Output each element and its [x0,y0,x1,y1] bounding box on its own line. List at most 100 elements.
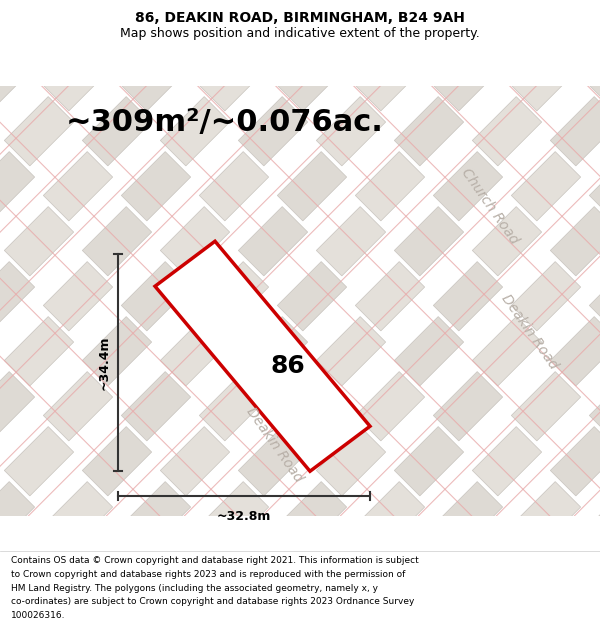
Polygon shape [0,152,35,221]
Polygon shape [355,42,425,111]
Text: 86, DEAKIN ROAD, BIRMINGHAM, B24 9AH: 86, DEAKIN ROAD, BIRMINGHAM, B24 9AH [135,11,465,25]
Polygon shape [511,482,581,551]
Polygon shape [160,537,230,606]
Polygon shape [199,262,269,331]
Polygon shape [433,262,503,331]
Polygon shape [433,152,503,221]
Polygon shape [121,262,191,331]
Polygon shape [238,427,308,496]
Polygon shape [199,152,269,221]
Polygon shape [82,207,152,276]
Polygon shape [238,207,308,276]
Polygon shape [43,152,113,221]
Polygon shape [0,482,35,551]
Polygon shape [160,427,230,496]
Text: 86: 86 [270,354,305,378]
Polygon shape [199,42,269,111]
Polygon shape [433,592,503,625]
Polygon shape [199,372,269,441]
Polygon shape [4,537,74,606]
Polygon shape [589,372,600,441]
Polygon shape [316,317,386,386]
Polygon shape [4,97,74,166]
Polygon shape [82,317,152,386]
Polygon shape [277,372,347,441]
Polygon shape [43,42,113,111]
Polygon shape [0,42,35,111]
Polygon shape [394,317,464,386]
Polygon shape [316,537,386,606]
Text: ~34.4m: ~34.4m [97,336,110,390]
Polygon shape [199,592,269,625]
Polygon shape [4,427,74,496]
Polygon shape [0,592,35,625]
Polygon shape [199,482,269,551]
Polygon shape [550,97,600,166]
Polygon shape [4,207,74,276]
Polygon shape [355,262,425,331]
Polygon shape [160,97,230,166]
Polygon shape [589,592,600,625]
Text: HM Land Registry. The polygons (including the associated geometry, namely x, y: HM Land Registry. The polygons (includin… [11,584,378,592]
Polygon shape [550,537,600,606]
Polygon shape [121,152,191,221]
Polygon shape [82,0,152,56]
Polygon shape [121,482,191,551]
Polygon shape [316,97,386,166]
Polygon shape [355,152,425,221]
Text: Contains OS data © Crown copyright and database right 2021. This information is : Contains OS data © Crown copyright and d… [11,556,419,566]
Text: co-ordinates) are subject to Crown copyright and database rights 2023 Ordnance S: co-ordinates) are subject to Crown copyr… [11,598,414,606]
Text: ~32.8m: ~32.8m [217,510,271,523]
Polygon shape [589,482,600,551]
Polygon shape [394,97,464,166]
Polygon shape [277,482,347,551]
Polygon shape [121,592,191,625]
Polygon shape [160,0,230,56]
Polygon shape [277,262,347,331]
Polygon shape [511,152,581,221]
Polygon shape [472,207,542,276]
Polygon shape [550,0,600,56]
Polygon shape [472,0,542,56]
Polygon shape [0,372,35,441]
Polygon shape [316,0,386,56]
Text: Map shows position and indicative extent of the property.: Map shows position and indicative extent… [120,27,480,40]
Polygon shape [238,0,308,56]
Polygon shape [43,592,113,625]
Polygon shape [238,317,308,386]
Polygon shape [43,262,113,331]
Polygon shape [82,97,152,166]
Polygon shape [355,372,425,441]
Polygon shape [277,152,347,221]
Polygon shape [550,317,600,386]
Polygon shape [433,482,503,551]
Text: Deakin Road: Deakin Road [244,404,306,484]
Polygon shape [121,42,191,111]
Polygon shape [589,42,600,111]
Polygon shape [511,262,581,331]
Polygon shape [0,262,35,331]
Text: Church Road: Church Road [459,166,521,247]
Polygon shape [316,207,386,276]
Polygon shape [4,317,74,386]
Text: ~309m²/~0.076ac.: ~309m²/~0.076ac. [66,108,384,138]
Polygon shape [43,482,113,551]
Polygon shape [550,207,600,276]
Polygon shape [277,42,347,111]
Polygon shape [472,427,542,496]
Polygon shape [394,427,464,496]
Polygon shape [155,241,370,471]
Polygon shape [4,0,74,56]
Polygon shape [82,427,152,496]
Polygon shape [472,317,542,386]
Polygon shape [589,152,600,221]
Polygon shape [433,372,503,441]
Polygon shape [472,97,542,166]
Polygon shape [121,372,191,441]
Polygon shape [355,592,425,625]
Polygon shape [43,372,113,441]
Polygon shape [433,42,503,111]
Polygon shape [316,427,386,496]
Polygon shape [394,207,464,276]
Polygon shape [160,317,230,386]
